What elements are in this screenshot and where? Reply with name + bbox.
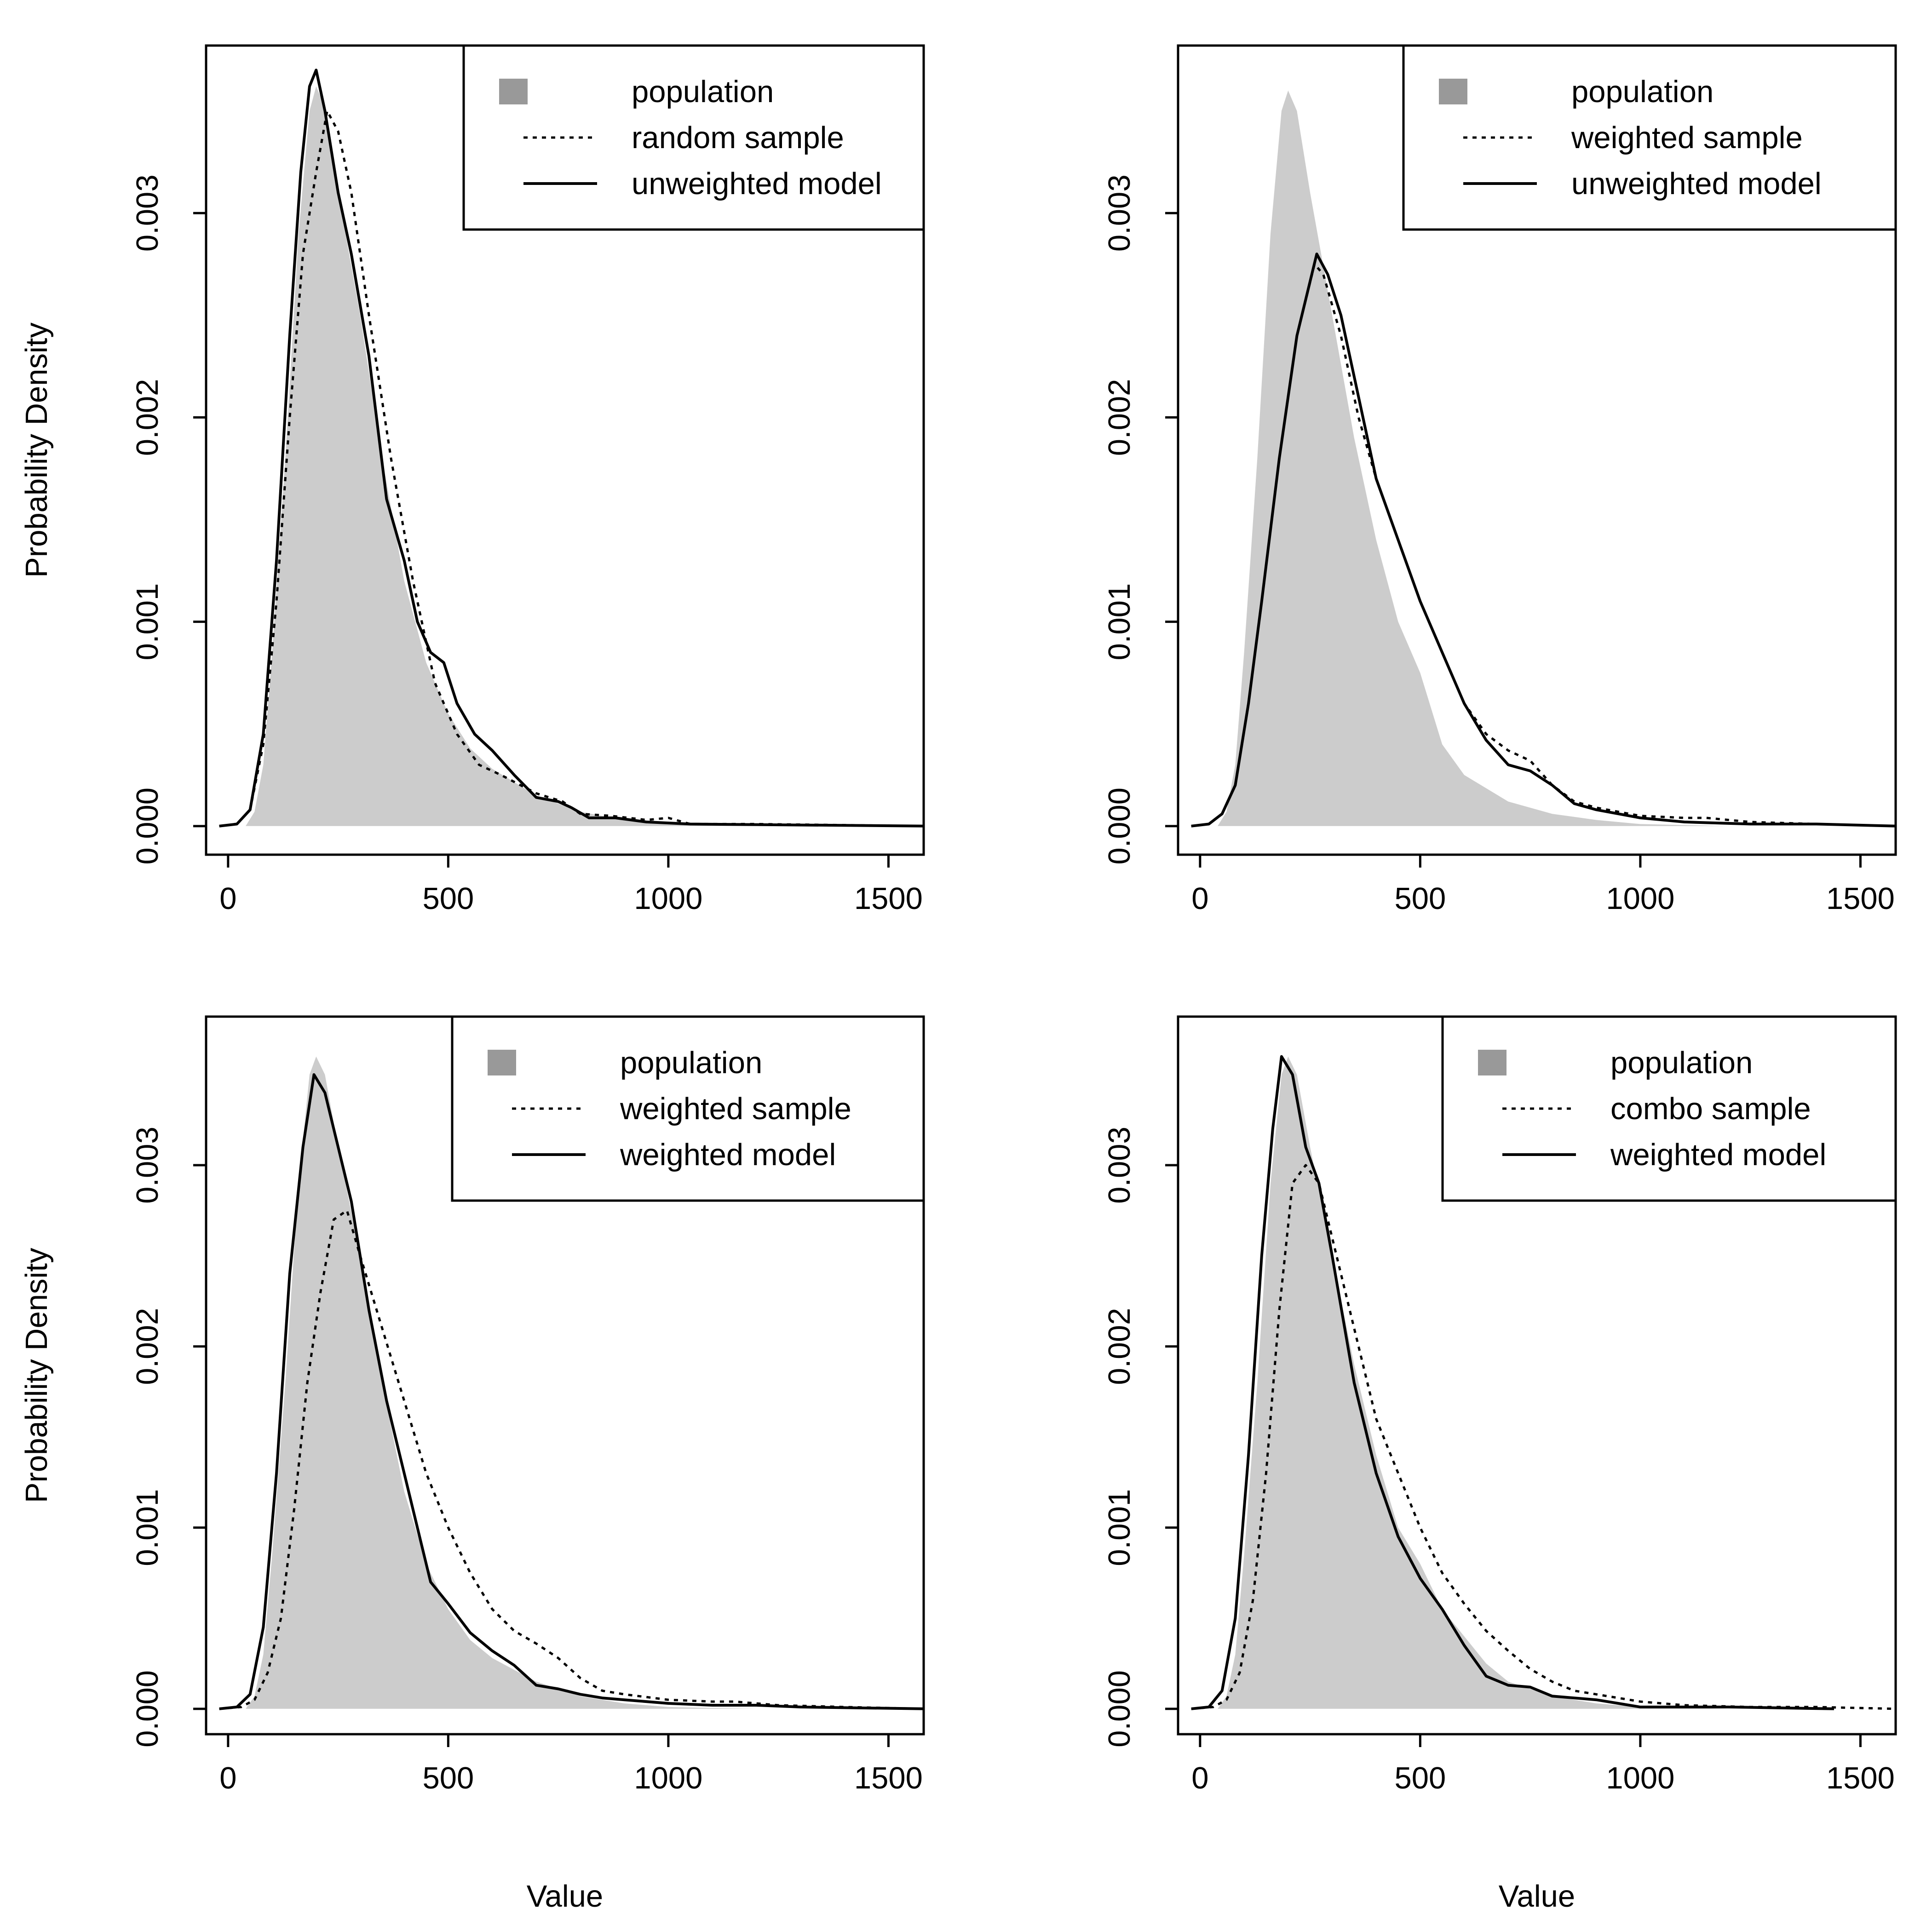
chart-panel-bottom-right: 0 500 1000 1500 0.000 0.001 0.002 0.003 Value pop… xyxy=(1102,1015,1897,1914)
y-tick-label: 0.000 xyxy=(130,788,165,865)
y-tick-label: 0.002 xyxy=(1102,379,1137,456)
series-population-area xyxy=(1218,90,1896,826)
x-tick-label: 500 xyxy=(1394,1761,1446,1795)
series-weighted-model-line xyxy=(219,1073,924,1710)
legend-label: weighted model xyxy=(620,1138,836,1172)
legend-label: population xyxy=(620,1046,762,1080)
series-random-sample-line xyxy=(219,109,924,828)
x-tick-label: 1000 xyxy=(1606,1761,1674,1795)
y-tick-label: 0.003 xyxy=(130,1127,165,1204)
legend-label: weighted sample xyxy=(1571,121,1803,155)
x-axis-title: Value xyxy=(1499,1879,1575,1914)
y-axis-title: Probability Density xyxy=(19,322,54,578)
y-tick-label: 0.002 xyxy=(130,379,165,456)
legend-swatch-population xyxy=(488,1050,516,1075)
y-tick-label: 0.001 xyxy=(1102,1489,1137,1566)
x-tick-label: 500 xyxy=(422,1761,474,1795)
series-unweighted-model-line xyxy=(1191,253,1896,828)
x-tick-label: 1500 xyxy=(854,881,923,916)
y-tick-label: 0.003 xyxy=(1102,174,1137,252)
series-combo-sample-line xyxy=(1191,1164,1896,1710)
legend-label: weighted sample xyxy=(620,1092,851,1126)
legend-label: population xyxy=(1571,75,1714,109)
legend: population combo sample weighted model xyxy=(1441,1015,1897,1202)
x-tick-label: 1000 xyxy=(634,1761,702,1795)
series-population-area xyxy=(246,86,924,826)
x-tick-label: 1500 xyxy=(1826,1761,1895,1795)
y-axis-title: Probability Density xyxy=(19,1248,54,1503)
x-tick-label: 500 xyxy=(422,881,474,916)
legend-label: random sample xyxy=(632,121,844,155)
x-tick-label: 1500 xyxy=(854,1761,923,1795)
series-population-area xyxy=(246,1056,924,1709)
legend: population random sample unweighted model xyxy=(462,44,925,231)
series-population-area xyxy=(1218,1056,1896,1709)
series-unweighted-model-line xyxy=(219,69,924,828)
y-tick-label: 0.001 xyxy=(130,1489,165,1566)
x-tick-label: 0 xyxy=(219,1761,236,1795)
legend-label: weighted model xyxy=(1610,1138,1826,1172)
series-weighted-model-line xyxy=(1191,1055,1834,1710)
y-tick-label: 0.001 xyxy=(130,583,165,661)
y-tick-label: 0.000 xyxy=(130,1670,165,1748)
plot-area xyxy=(1191,90,1896,828)
y-tick-label: 0.000 xyxy=(1102,1670,1137,1748)
chart-panel-top-left: 0 500 1000 1500 0.000 0.001 0.002 0.003 Probabil… xyxy=(19,44,925,916)
x-tick-label: 500 xyxy=(1394,881,1446,916)
legend-box xyxy=(1441,1015,1897,1202)
legend: population weighted sample weighted model xyxy=(451,1015,925,1202)
chart-panel-top-right: 0 500 1000 1500 0.000 0.001 0.002 0.003 populati… xyxy=(1102,44,1897,916)
y-tick-label: 0.000 xyxy=(1102,788,1137,865)
x-tick-label: 0 xyxy=(1191,881,1208,916)
x-axis-title: Value xyxy=(527,1879,603,1914)
plot-area xyxy=(1191,1055,1896,1710)
legend-label: unweighted model xyxy=(632,167,882,201)
legend-label: population xyxy=(632,75,774,109)
legend-label: population xyxy=(1610,1046,1753,1080)
x-tick-label: 1000 xyxy=(1606,881,1674,916)
y-tick-label: 0.002 xyxy=(1102,1308,1137,1385)
x-tick-label: 0 xyxy=(219,881,236,916)
x-tick-label: 0 xyxy=(1191,1761,1208,1795)
plot-area xyxy=(219,69,924,828)
y-tick-label: 0.002 xyxy=(130,1308,165,1385)
legend-label: combo sample xyxy=(1610,1092,1811,1126)
legend-swatch-population xyxy=(1478,1050,1506,1075)
legend-label: unweighted model xyxy=(1571,167,1822,201)
x-tick-label: 1000 xyxy=(634,881,702,916)
y-tick-label: 0.001 xyxy=(1102,583,1137,661)
legend-box xyxy=(462,44,925,231)
y-tick-label: 0.003 xyxy=(130,174,165,252)
chart-panel-bottom-left: 0 500 1000 1500 0.000 0.001 0.002 0.003 Probabil… xyxy=(19,1015,925,1914)
plot-area xyxy=(219,1056,924,1710)
y-tick-label: 0.003 xyxy=(1102,1127,1137,1204)
x-tick-label: 1500 xyxy=(1826,881,1895,916)
legend-swatch-population xyxy=(1439,79,1467,104)
legend-swatch-population xyxy=(499,79,528,104)
series-weighted-sample-line xyxy=(219,1209,924,1710)
legend: population weighted sample unweighted mode… xyxy=(1402,44,1897,231)
